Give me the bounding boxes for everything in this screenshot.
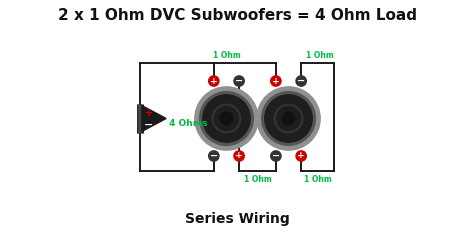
Circle shape xyxy=(209,76,219,86)
Circle shape xyxy=(234,76,244,86)
Circle shape xyxy=(200,92,253,145)
Text: −: − xyxy=(297,76,305,86)
Text: +: + xyxy=(235,151,243,160)
Text: +: + xyxy=(297,151,305,160)
Circle shape xyxy=(282,112,295,125)
Circle shape xyxy=(274,104,303,133)
Circle shape xyxy=(195,87,258,150)
Circle shape xyxy=(220,112,233,125)
Circle shape xyxy=(257,87,320,150)
Text: 1 Ohm: 1 Ohm xyxy=(303,175,331,184)
Circle shape xyxy=(234,151,244,161)
Circle shape xyxy=(214,106,238,131)
Polygon shape xyxy=(140,105,166,132)
Circle shape xyxy=(296,76,306,86)
Text: 1 Ohm: 1 Ohm xyxy=(244,175,272,184)
Text: −: − xyxy=(210,151,218,161)
Text: 1 Ohm: 1 Ohm xyxy=(212,51,240,60)
Circle shape xyxy=(265,95,312,142)
Circle shape xyxy=(209,151,219,161)
Circle shape xyxy=(262,92,315,145)
Circle shape xyxy=(271,151,281,161)
Circle shape xyxy=(203,95,250,142)
Text: +: + xyxy=(272,77,280,86)
Text: 2 x 1 Ohm DVC Subwoofers = 4 Ohm Load: 2 x 1 Ohm DVC Subwoofers = 4 Ohm Load xyxy=(57,9,417,23)
Circle shape xyxy=(271,76,281,86)
Circle shape xyxy=(276,106,301,131)
Text: −: − xyxy=(235,76,243,86)
Text: 1 Ohm: 1 Ohm xyxy=(306,51,334,60)
Circle shape xyxy=(296,151,306,161)
Text: −: − xyxy=(144,120,153,130)
Text: +: + xyxy=(145,108,153,118)
Circle shape xyxy=(212,104,241,133)
Text: Series Wiring: Series Wiring xyxy=(185,212,289,226)
Text: 4 Ohms: 4 Ohms xyxy=(169,119,207,128)
Text: +: + xyxy=(210,77,218,86)
Text: −: − xyxy=(272,151,280,161)
